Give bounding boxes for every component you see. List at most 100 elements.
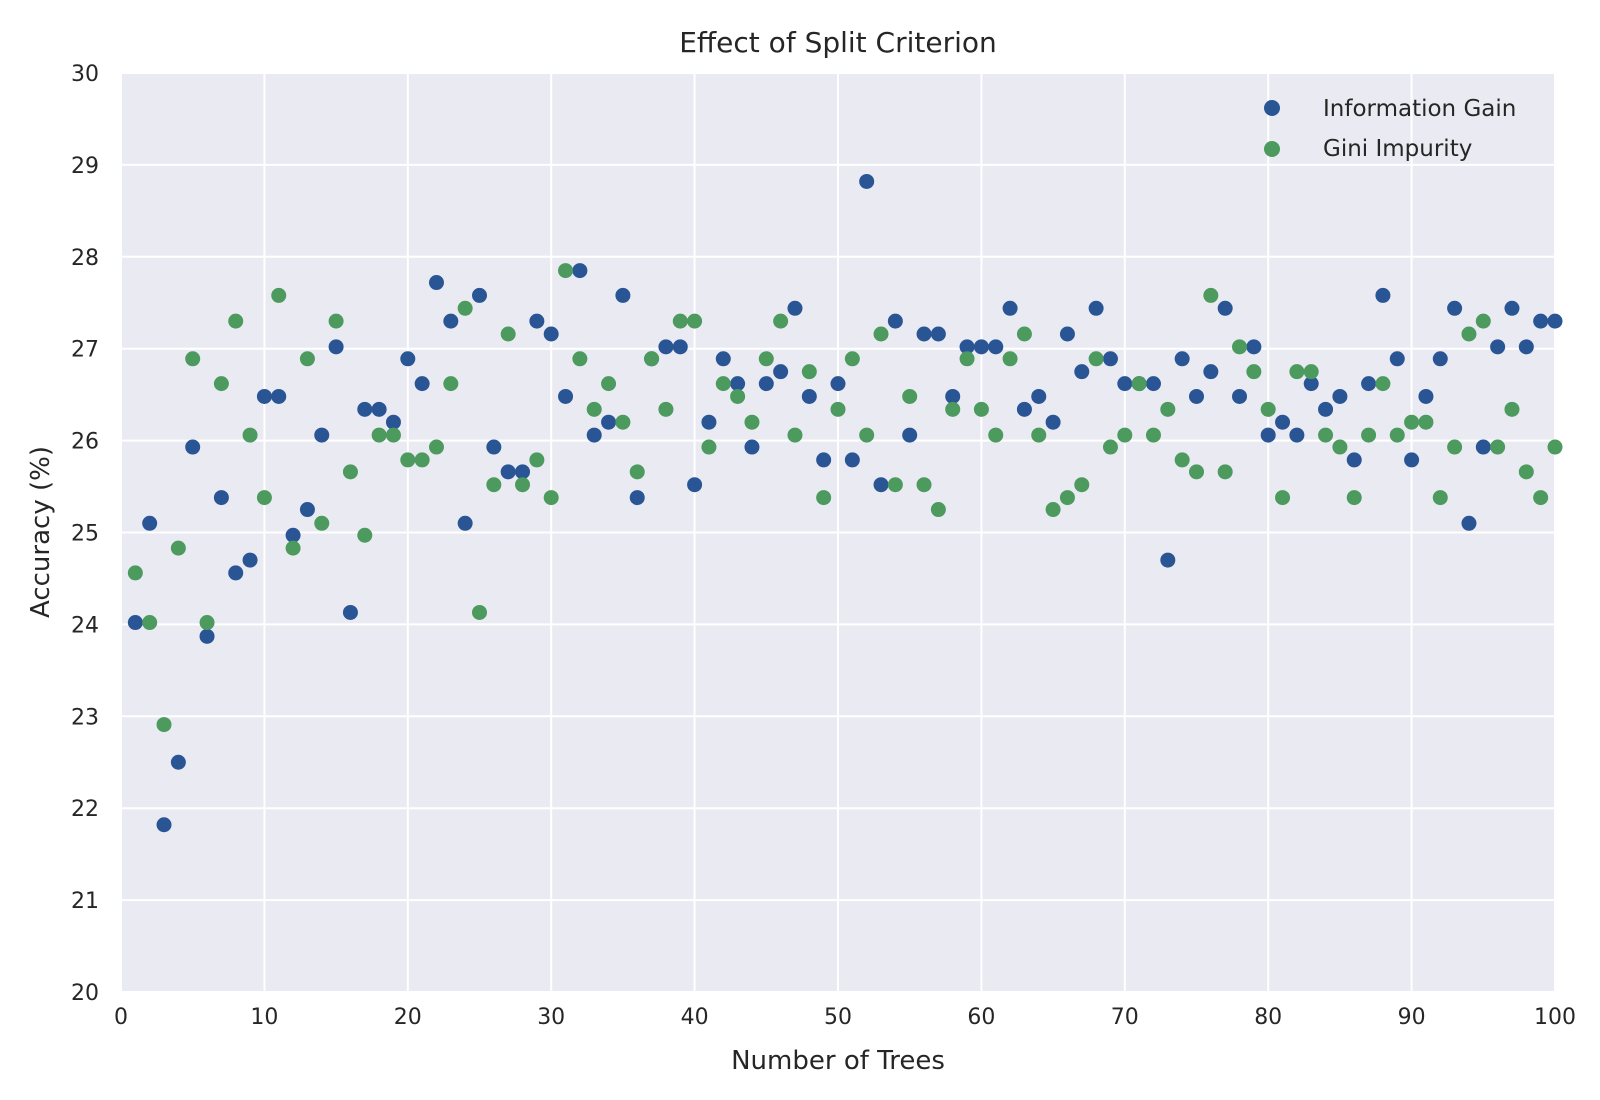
point-gini-impurity — [299, 351, 315, 367]
point-gini-impurity — [213, 376, 229, 392]
point-gini-impurity — [902, 388, 918, 404]
point-gini-impurity — [1131, 376, 1147, 392]
point-information-gain — [127, 615, 143, 631]
x-tick-label: 70 — [1111, 1005, 1139, 1030]
point-information-gain — [859, 173, 875, 189]
point-gini-impurity — [629, 464, 645, 480]
point-gini-impurity — [1318, 427, 1334, 443]
x-tick-label: 90 — [1398, 1005, 1426, 1030]
point-gini-impurity — [1361, 427, 1377, 443]
point-gini-impurity — [1045, 502, 1061, 518]
point-gini-impurity — [1059, 490, 1075, 506]
point-gini-impurity — [486, 477, 502, 493]
point-gini-impurity — [443, 376, 459, 392]
point-gini-impurity — [1547, 439, 1563, 455]
y-tick-label: 23 — [71, 705, 99, 730]
point-gini-impurity — [185, 351, 201, 367]
point-gini-impurity — [515, 477, 531, 493]
point-information-gain — [1490, 339, 1506, 355]
point-information-gain — [902, 427, 918, 443]
point-information-gain — [1475, 439, 1491, 455]
point-gini-impurity — [1016, 326, 1032, 342]
point-information-gain — [371, 401, 387, 417]
point-information-gain — [1275, 414, 1291, 430]
point-information-gain — [170, 754, 186, 770]
point-gini-impurity — [988, 427, 1004, 443]
data-points — [127, 173, 1563, 833]
point-information-gain — [1160, 552, 1176, 568]
point-information-gain — [1289, 427, 1305, 443]
point-information-gain — [328, 339, 344, 355]
point-information-gain — [1361, 376, 1377, 392]
point-information-gain — [400, 351, 416, 367]
point-information-gain — [572, 263, 588, 279]
point-gini-impurity — [1160, 401, 1176, 417]
point-gini-impurity — [127, 565, 143, 581]
y-tick-label: 26 — [71, 430, 99, 455]
point-information-gain — [1318, 401, 1334, 417]
point-gini-impurity — [701, 439, 717, 455]
point-information-gain — [773, 364, 789, 380]
y-tick-label: 24 — [71, 613, 99, 638]
point-gini-impurity — [744, 414, 760, 430]
point-information-gain — [142, 515, 158, 531]
point-gini-impurity — [228, 313, 244, 329]
point-gini-impurity — [428, 439, 444, 455]
x-tick-label: 20 — [394, 1005, 422, 1030]
point-information-gain — [1059, 326, 1075, 342]
point-information-gain — [1504, 300, 1520, 316]
point-information-gain — [988, 339, 1004, 355]
point-gini-impurity — [1174, 452, 1190, 468]
point-information-gain — [357, 401, 373, 417]
point-information-gain — [586, 427, 602, 443]
point-gini-impurity — [1260, 401, 1276, 417]
point-gini-impurity — [930, 502, 946, 518]
point-information-gain — [1002, 300, 1018, 316]
point-gini-impurity — [1533, 490, 1549, 506]
point-information-gain — [844, 452, 860, 468]
point-gini-impurity — [973, 401, 989, 417]
point-information-gain — [830, 376, 846, 392]
point-gini-impurity — [916, 477, 932, 493]
point-information-gain — [1246, 339, 1262, 355]
point-gini-impurity — [1375, 376, 1391, 392]
point-information-gain — [816, 452, 832, 468]
point-information-gain — [1189, 388, 1204, 404]
point-gini-impurity — [1275, 490, 1291, 506]
legend-marker-gini-impurity — [1264, 141, 1280, 157]
chart-title: Effect of Split Criterion — [679, 26, 997, 59]
point-information-gain — [601, 414, 617, 430]
point-information-gain — [1533, 313, 1549, 329]
point-gini-impurity — [844, 351, 860, 367]
x-tick-label: 100 — [1534, 1005, 1576, 1030]
point-gini-impurity — [1217, 464, 1233, 480]
point-gini-impurity — [1475, 313, 1491, 329]
point-information-gain — [758, 376, 774, 392]
point-information-gain — [256, 388, 272, 404]
y-tick-label: 27 — [71, 338, 99, 363]
point-information-gain — [472, 287, 487, 303]
point-gini-impurity — [199, 615, 215, 631]
grid — [120, 72, 1556, 993]
point-gini-impurity — [1490, 439, 1506, 455]
point-gini-impurity — [730, 388, 746, 404]
point-information-gain — [1203, 364, 1219, 380]
point-gini-impurity — [385, 427, 401, 443]
point-information-gain — [1045, 414, 1061, 430]
point-gini-impurity — [1418, 414, 1434, 430]
point-gini-impurity — [1404, 414, 1420, 430]
point-gini-impurity — [1002, 351, 1018, 367]
point-gini-impurity — [758, 351, 774, 367]
x-axis-ticks: 0 10 20 30 40 50 60 70 80 90 100 — [114, 1005, 1576, 1030]
legend-marker-information-gain — [1264, 100, 1280, 116]
x-tick-label: 0 — [114, 1005, 128, 1030]
point-gini-impurity — [414, 452, 430, 468]
point-gini-impurity — [1088, 351, 1104, 367]
x-tick-label: 10 — [250, 1005, 278, 1030]
point-information-gain — [1303, 376, 1319, 392]
point-gini-impurity — [773, 313, 789, 329]
point-information-gain — [801, 388, 817, 404]
point-information-gain — [715, 351, 731, 367]
point-gini-impurity — [342, 464, 358, 480]
